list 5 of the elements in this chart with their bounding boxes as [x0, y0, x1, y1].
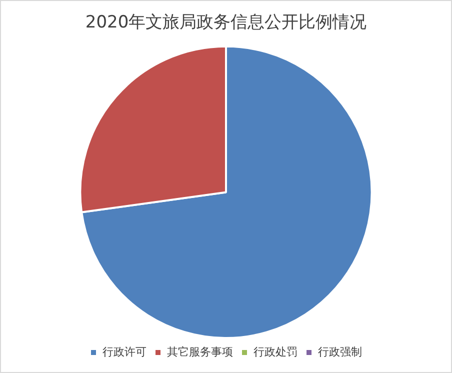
chart-title: 2020年文旅局政务信息公开比例情况: [85, 12, 367, 33]
legend-label: 其它服务事项: [167, 345, 233, 358]
legend-label: 行政强制: [318, 345, 362, 358]
legend-label: 行政处罚: [254, 345, 298, 358]
legend-label: 行政许可: [102, 345, 146, 358]
